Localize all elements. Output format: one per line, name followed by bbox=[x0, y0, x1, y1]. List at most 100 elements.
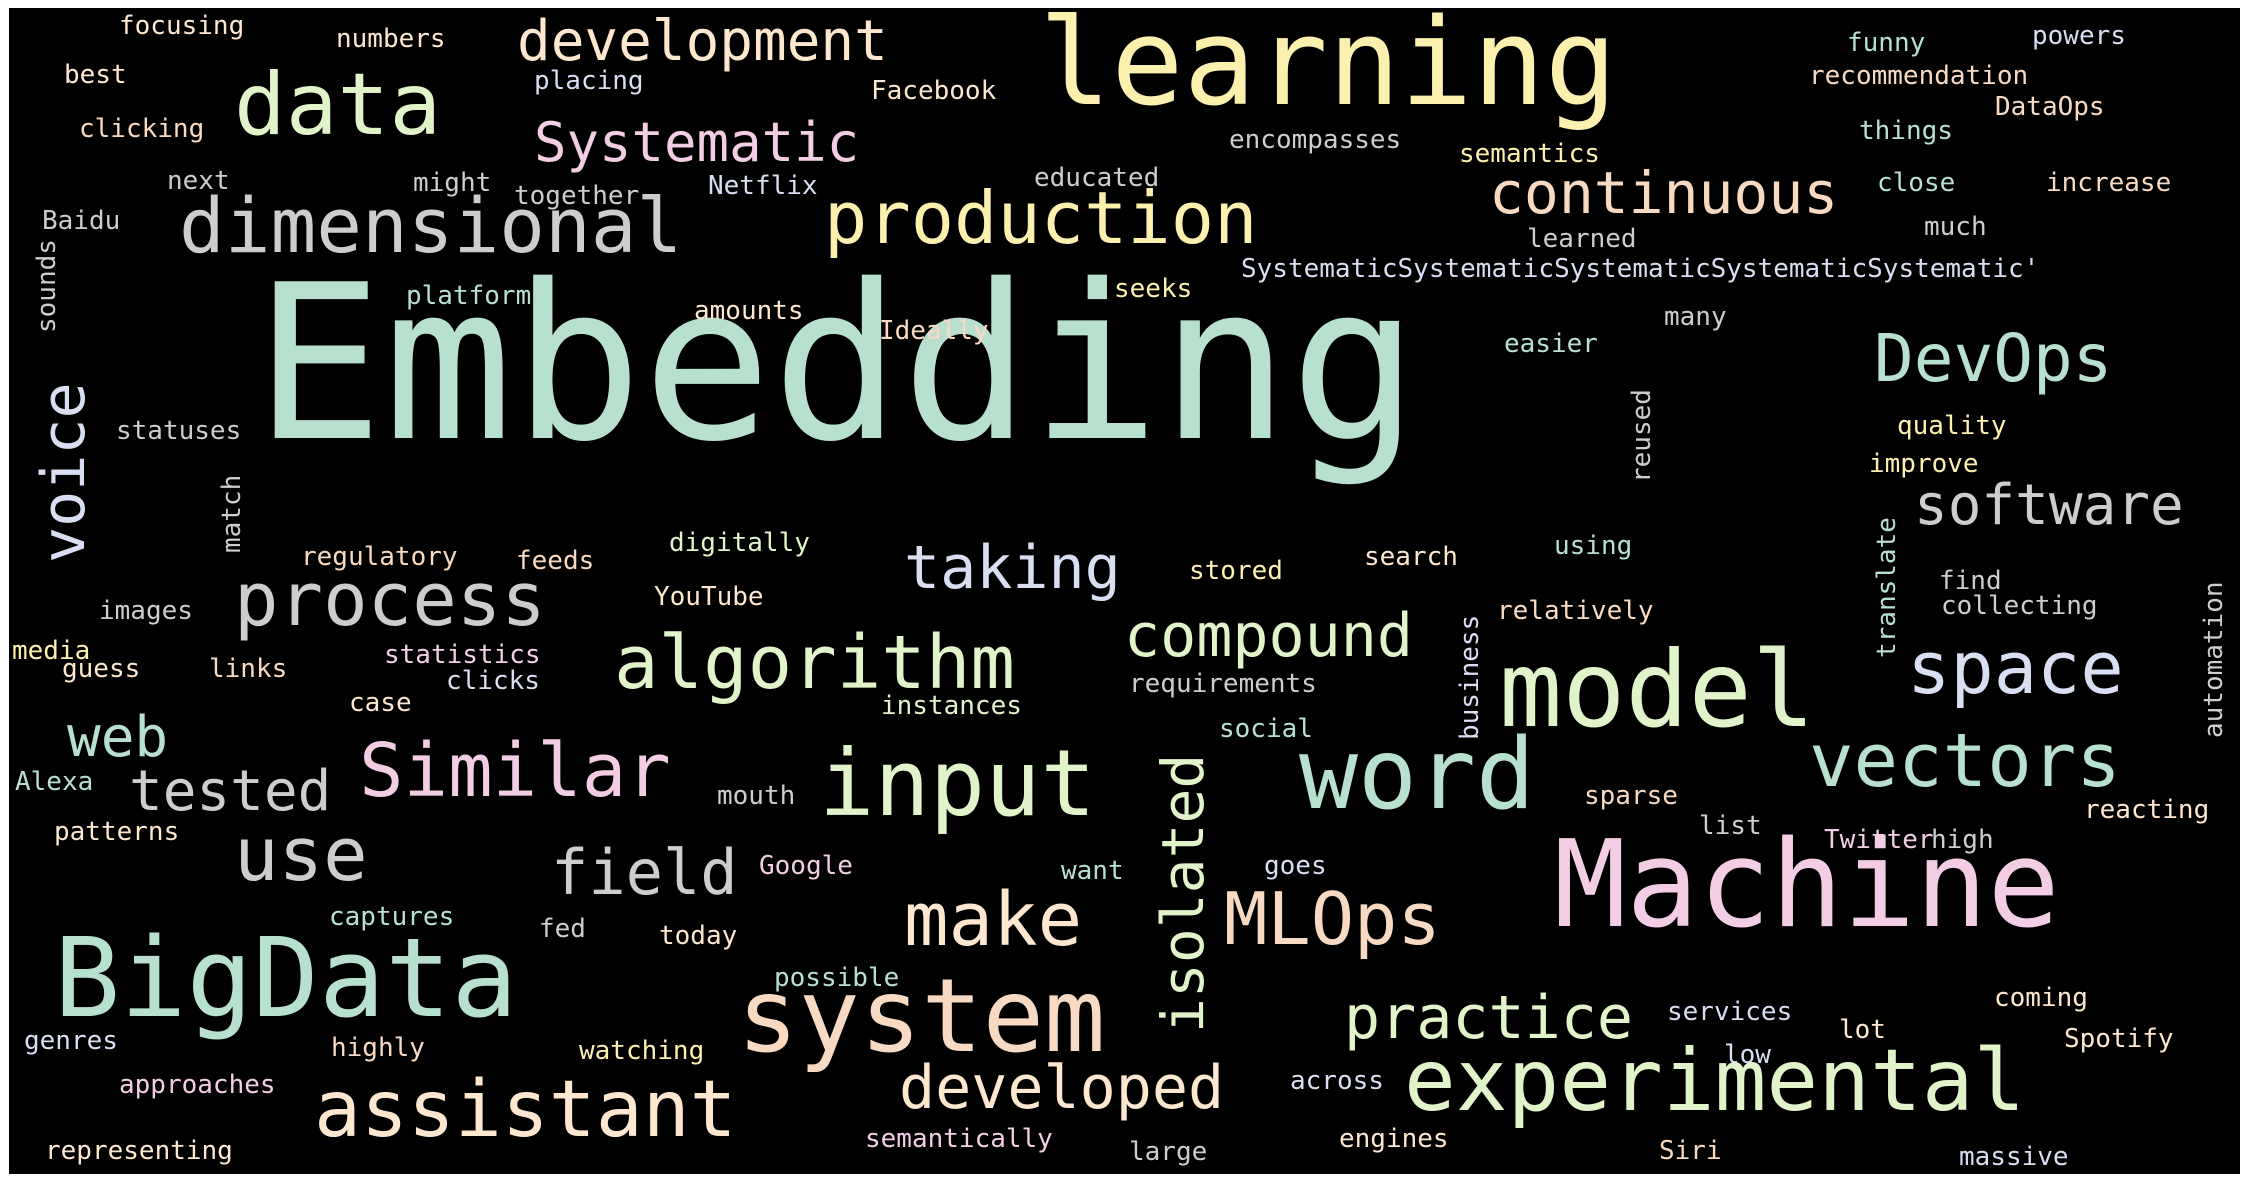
word-assistant: assistant bbox=[314, 1065, 737, 1155]
word-google: Google bbox=[759, 851, 853, 881]
word-find: find bbox=[1939, 566, 2002, 596]
word-seeks: seeks bbox=[1114, 274, 1193, 304]
word-across: across bbox=[1290, 1066, 1384, 1096]
word-watching: watching bbox=[579, 1036, 705, 1066]
word-close: close bbox=[1877, 168, 1956, 198]
word-educated: educated bbox=[1034, 163, 1160, 193]
word-links: links bbox=[209, 654, 288, 684]
word-collecting: collecting bbox=[1941, 591, 2098, 621]
word-automation: automation bbox=[2199, 581, 2229, 738]
word-captures: captures bbox=[329, 902, 455, 932]
word-bigdata: BigData bbox=[54, 914, 518, 1042]
word-patterns: patterns bbox=[54, 817, 180, 847]
word-sounds: sounds bbox=[32, 239, 62, 333]
word-representing: representing bbox=[45, 1136, 233, 1166]
word-list: list bbox=[1699, 811, 1762, 841]
word-relatively: relatively bbox=[1497, 596, 1654, 626]
word-focusing: focusing bbox=[119, 11, 245, 41]
word-feeds: feeds bbox=[516, 546, 595, 576]
word-increase: increase bbox=[2046, 168, 2172, 198]
word-reacting: reacting bbox=[2084, 795, 2210, 825]
word-clicking: clicking bbox=[79, 114, 205, 144]
word-next: next bbox=[167, 166, 230, 196]
word-case: case bbox=[349, 688, 412, 718]
word-cloud: Embedding learning Machine data development d… bbox=[9, 8, 2240, 1174]
word-voice: voice bbox=[29, 382, 99, 563]
word-developed: developed bbox=[899, 1053, 1225, 1123]
word-youtube: YouTube bbox=[654, 582, 764, 612]
word-algorithm: algorithm bbox=[614, 620, 1015, 706]
word-devops: DevOps bbox=[1874, 320, 2113, 397]
word-things: things bbox=[1859, 116, 1953, 146]
word-highly: highly bbox=[331, 1033, 425, 1063]
word-instances: instances bbox=[881, 691, 1022, 721]
word-field: field bbox=[551, 836, 738, 909]
word-much: much bbox=[1924, 212, 1987, 242]
word-low: low bbox=[1724, 1040, 1771, 1070]
word-statistics: statistics bbox=[384, 640, 541, 670]
word-recommendation: recommendation bbox=[1809, 61, 2029, 91]
word-easier: easier bbox=[1504, 329, 1598, 359]
word-mlops: MLOps bbox=[1224, 877, 1441, 961]
word-practice: practice bbox=[1344, 983, 1633, 1053]
word-tested: tested bbox=[129, 759, 332, 824]
word-continuous: continuous bbox=[1489, 159, 1839, 227]
word-using: using bbox=[1554, 531, 1633, 561]
word-high: high bbox=[1931, 825, 1994, 855]
word-compound: compound bbox=[1124, 601, 1413, 671]
word-funny: funny bbox=[1847, 28, 1926, 58]
word-improve: improve bbox=[1869, 449, 1979, 479]
word-make: make bbox=[904, 877, 1083, 963]
word-model: model bbox=[1499, 629, 1816, 751]
word-goes: goes bbox=[1264, 851, 1327, 881]
word-process: process bbox=[234, 557, 546, 643]
word-social: social bbox=[1219, 714, 1313, 744]
word-use: use bbox=[234, 812, 368, 898]
word-machine: Machine bbox=[1554, 816, 2060, 955]
word-alexa: Alexa bbox=[15, 767, 94, 797]
word-regulatory: regulatory bbox=[301, 542, 458, 572]
word-taking: taking bbox=[904, 533, 1121, 603]
word-search: search bbox=[1364, 542, 1458, 572]
word-images: images bbox=[99, 596, 193, 626]
word-media: media bbox=[12, 636, 91, 666]
word-want: want bbox=[1061, 856, 1124, 886]
word-engines: engines bbox=[1339, 1124, 1449, 1154]
word-business: business bbox=[1455, 614, 1485, 740]
word-genres: genres bbox=[24, 1026, 118, 1056]
word-powers: powers bbox=[2032, 21, 2126, 51]
word-requirements: requirements bbox=[1129, 669, 1317, 699]
word-massive: massive bbox=[1959, 1142, 2069, 1172]
word-semantics: semantics bbox=[1459, 139, 1600, 169]
word-translate: translate bbox=[1872, 517, 1902, 658]
word-fed: fed bbox=[539, 914, 586, 944]
word-systematicsystematicsystematicsystematicsystematic: SystematicSystematicSystematicSystematic… bbox=[1241, 254, 2040, 284]
word-guess: guess bbox=[62, 654, 141, 684]
word-space: space bbox=[1907, 626, 2124, 710]
word-services: services bbox=[1667, 997, 1793, 1027]
word-similar: Similar bbox=[359, 728, 671, 814]
word-stored: stored bbox=[1189, 556, 1283, 586]
word-isolated: isolated bbox=[1149, 753, 1217, 1033]
word-baidu: Baidu bbox=[42, 206, 121, 236]
word-coming: coming bbox=[1994, 983, 2088, 1013]
word-lot: lot bbox=[1839, 1015, 1886, 1045]
word-word: word bbox=[1299, 718, 1536, 832]
word-sparse: sparse bbox=[1584, 781, 1678, 811]
word-digitally: digitally bbox=[669, 528, 810, 558]
word-statuses: statuses bbox=[116, 416, 242, 446]
word-netflix: Netflix bbox=[708, 171, 818, 201]
word-facebook: Facebook bbox=[871, 76, 997, 106]
word-systematic: Systematic bbox=[534, 111, 860, 174]
word-together: together bbox=[514, 181, 640, 211]
word-embedding: Embedding bbox=[254, 238, 1419, 489]
word-learning: learning bbox=[1039, 8, 1617, 133]
word-spotify: Spotify bbox=[2064, 1024, 2174, 1054]
word-vectors: vectors bbox=[1809, 718, 2121, 804]
word-platform: platform bbox=[406, 281, 532, 311]
word-development: development bbox=[517, 9, 888, 74]
word-reused: reused bbox=[1627, 389, 1657, 483]
word-input: input bbox=[819, 730, 1096, 837]
word-semantically: semantically bbox=[865, 1124, 1053, 1154]
word-web: web bbox=[67, 705, 169, 770]
